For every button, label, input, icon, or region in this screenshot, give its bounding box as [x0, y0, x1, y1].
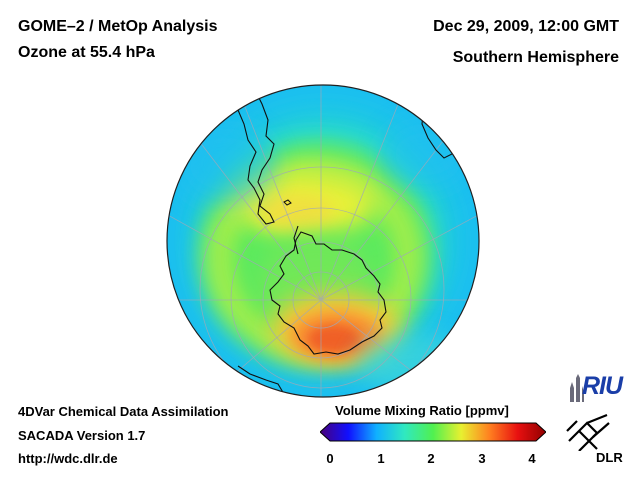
south-america-coastline — [223, 87, 275, 225]
antarctic-peninsula — [293, 225, 299, 255]
map-subtitle: Ozone at 55.4 hPa — [18, 44, 155, 61]
globe-outline — [166, 84, 480, 398]
colorbar-tick-4: 4 — [528, 451, 536, 466]
australia-coastline — [237, 365, 285, 395]
website-link[interactable]: http://wdc.dlr.de — [18, 451, 118, 466]
colorbar-tick-2: 2 — [427, 451, 435, 466]
dlr-logo-text: DLR — [596, 450, 623, 465]
colorbar-tick-0: 0 — [326, 451, 334, 466]
colorbar-title: Volume Mixing Ratio [ppmv] — [335, 403, 509, 418]
dlr-logo-icon — [566, 413, 610, 451]
colorbar — [320, 422, 546, 442]
map-title: GOME–2 / MetOp Analysis — [18, 18, 218, 35]
colorbar-tick-1: 1 — [377, 451, 385, 466]
method-label: 4DVar Chemical Data Assimilation — [18, 404, 229, 419]
hemisphere-label: Southern Hemisphere — [452, 49, 619, 66]
riu-logo-text: RIU — [582, 372, 623, 400]
antarctica-coastline — [269, 231, 387, 355]
ozone-globe-map — [166, 84, 480, 398]
colorbar-gradient — [320, 422, 546, 442]
datetime-label: Dec 29, 2009, 12:00 GMT — [433, 18, 619, 35]
version-label: SACADA Version 1.7 — [18, 428, 146, 443]
riu-logo-icon — [570, 374, 584, 402]
falkland-islands — [283, 199, 292, 206]
colorbar-tick-3: 3 — [478, 451, 486, 466]
